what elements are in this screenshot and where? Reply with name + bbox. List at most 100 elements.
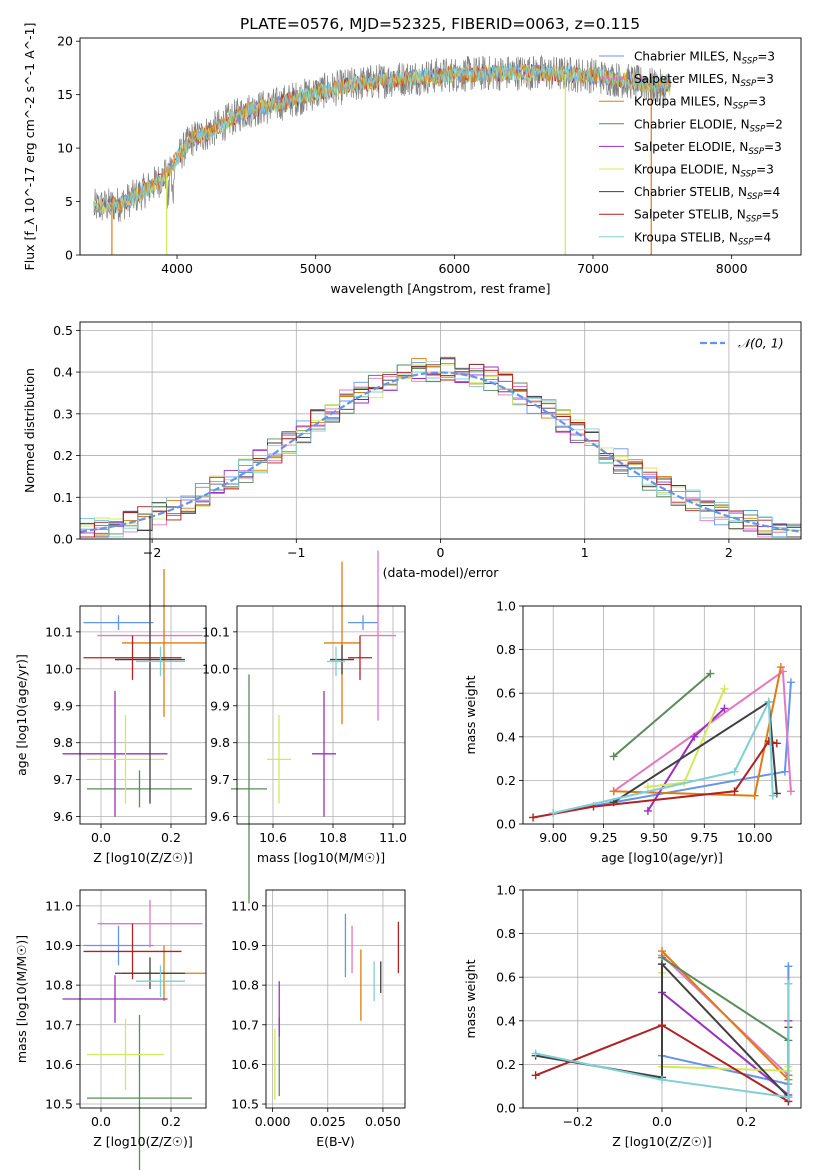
gaussian-curve: [79, 371, 802, 533]
legend-subscript: SSP: [746, 215, 762, 225]
legend-label: Chabrier MILES, NSSP=3: [634, 50, 775, 67]
mass_vs_EBV-x-axis-label: E(B-V): [316, 1134, 355, 1149]
y-tick-label: 0: [65, 248, 73, 263]
y-tick-label: 0.0: [496, 1101, 516, 1116]
mass-weight-marker: [658, 960, 666, 969]
y-tick-label: 0.4: [496, 729, 516, 744]
y-tick-label: 9.6: [210, 809, 230, 824]
mass-weight-marker: [529, 813, 538, 822]
y-tick-label: 10.0: [202, 661, 230, 676]
y-tick-label: 1.0: [496, 883, 516, 898]
legend-subscript: SSP: [741, 79, 757, 89]
mass-weight-marker: [531, 1049, 540, 1058]
x-tick-label: −1: [287, 545, 305, 560]
age_vs_Z-axes-frame: [79, 605, 207, 825]
histogram-x-axis-label: (data-model)/error: [383, 565, 500, 580]
y-tick-label: 0.4: [496, 1013, 516, 1028]
y-tick-label: 0.3: [53, 406, 73, 421]
y-tick-label: 9.6: [53, 809, 73, 824]
x-tick-label: 0.050: [365, 1114, 401, 1129]
x-tick-label: 9.00: [539, 830, 567, 845]
legend-subscript: SSP: [733, 102, 749, 112]
legend-subscript: SSP: [742, 57, 758, 67]
y-tick-label: 10.1: [202, 624, 230, 639]
mass-weight-marker: [658, 1075, 666, 1084]
mass-weight-line: [661, 956, 789, 1042]
x-tick-label: 0.2: [161, 830, 181, 845]
age_vs_mass-axes-frame: [236, 605, 406, 825]
x-tick-label: 0.0: [652, 1114, 672, 1129]
mass-weight-marker: [643, 782, 652, 791]
model-spectrum-line: [93, 63, 671, 215]
y-tick-label: 9.9: [210, 698, 230, 713]
legend-label: Chabrier STELIB, NSSP=4: [634, 185, 780, 202]
histogram-y-axis-label: Normed distribution: [22, 368, 37, 493]
x-tick-label: 7000: [577, 261, 609, 276]
mass-weight-marker: [784, 1093, 793, 1102]
x-tick-label: 5000: [300, 261, 332, 276]
mass-weight-marker: [720, 684, 729, 693]
mass-weight-line: [552, 701, 774, 815]
legend-subscript: SSP: [738, 237, 754, 247]
x-tick-label: 0.0: [91, 1114, 111, 1129]
y-tick-label: 9.8: [210, 735, 230, 750]
y-tick-label: 20: [57, 34, 73, 49]
legend-label: Kroupa STELIB, NSSP=4: [634, 230, 771, 247]
y-tick-label: 0.8: [496, 642, 516, 657]
legend-subscript: SSP: [750, 124, 766, 134]
age_vs_Z-y-axis-label: age [log10(age/yr)]: [14, 654, 29, 776]
y-tick-label: 10.5: [231, 1097, 259, 1112]
mass-weight-marker: [609, 787, 618, 796]
legend-label: Kroupa ELODIE, NSSP=3: [634, 163, 774, 180]
model-spectrum-line: [93, 63, 671, 216]
x-tick-label: −2: [143, 545, 161, 560]
weight_vs_age-y-axis-label: mass weight: [463, 675, 478, 754]
legend-nssp: =3: [756, 72, 774, 86]
x-tick-label: −0.2: [563, 1114, 593, 1129]
observed-spectrum-line: [93, 54, 671, 222]
x-tick-label: 8000: [716, 261, 748, 276]
spectrum-x-axis-label: wavelength [Angstrom, rest frame]: [330, 281, 550, 296]
mass-weight-marker: [772, 739, 781, 748]
mass-weight-marker: [549, 809, 558, 818]
y-tick-label: 9.7: [53, 772, 73, 787]
y-tick-label: 11.0: [45, 898, 73, 913]
age_vs_mass-x-axis-label: mass [log10(M/M☉)]: [257, 850, 385, 865]
mass-weight-marker: [776, 663, 785, 672]
mass-weight-marker: [780, 767, 789, 776]
legend-nssp: =3: [756, 163, 774, 177]
y-tick-label: 5: [65, 194, 73, 209]
mass_vs_Z-y-axis-label: mass [log10(M/M☉)]: [14, 935, 29, 1063]
legend-label: 𝒩(0, 1): [738, 336, 784, 351]
y-tick-label: 11.0: [231, 898, 259, 913]
mass-weight-line: [613, 669, 792, 793]
y-tick-label: 9.8: [53, 735, 73, 750]
x-tick-label: 2: [725, 545, 733, 560]
y-tick-label: 10.1: [45, 624, 73, 639]
weight_vs_Z-x-axis-label: Z [log10(Z/Z☉)]: [612, 1134, 712, 1149]
mass-weight-marker: [750, 791, 759, 800]
y-tick-label: 0.2: [53, 448, 73, 463]
mass-weight-line: [613, 672, 711, 758]
x-tick-label: 0.000: [255, 1114, 291, 1129]
y-tick-label: 0.6: [496, 970, 516, 985]
mass-weight-marker: [784, 979, 793, 988]
legend-nssp: =4: [754, 230, 772, 244]
mass-weight-marker: [609, 752, 618, 761]
x-tick-label: 1: [581, 545, 589, 560]
mass-weight-marker: [772, 789, 781, 798]
x-tick-label: 6000: [438, 261, 470, 276]
y-tick-label: 15: [57, 87, 73, 102]
legend-label: Chabrier ELODIE, NSSP=2: [634, 117, 783, 134]
mass-weight-line: [661, 991, 790, 1097]
legend-subscript: SSP: [747, 192, 763, 202]
y-tick-label: 0.6: [496, 686, 516, 701]
weight_vs_Z-y-axis-label: mass weight: [463, 959, 478, 1038]
legend-nssp: =3: [764, 140, 782, 154]
y-tick-label: 1.0: [496, 599, 516, 614]
y-tick-label: 10: [57, 141, 73, 156]
x-tick-label: 0: [437, 545, 445, 560]
y-tick-label: 10.8: [45, 978, 73, 993]
mass-weight-marker: [764, 697, 773, 706]
y-tick-label: 10.6: [231, 1057, 259, 1072]
